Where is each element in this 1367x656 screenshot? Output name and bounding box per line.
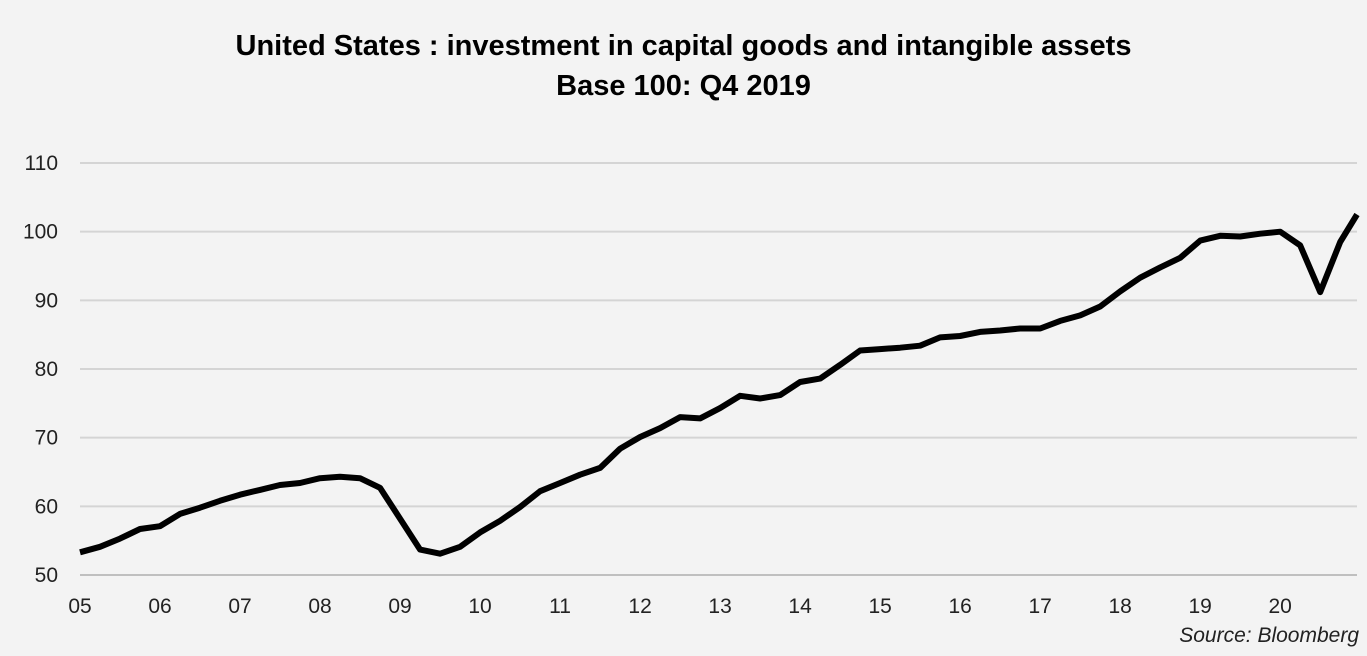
chart-title-block: United States : investment in capital go… xyxy=(0,26,1367,106)
y-axis-ticks: 50 60 70 80 90 100 110 xyxy=(23,152,58,587)
x-tick-label: 10 xyxy=(468,595,491,618)
y-tick-label: 90 xyxy=(35,289,58,312)
series-line-0 xyxy=(79,212,1360,557)
x-tick-label: 13 xyxy=(708,595,731,618)
gridlines xyxy=(80,162,1357,576)
x-tick-label: 14 xyxy=(788,595,812,618)
x-tick-label: 07 xyxy=(228,595,251,618)
x-tick-label: 15 xyxy=(868,595,891,618)
x-tick-label: 08 xyxy=(308,595,331,618)
y-tick-label: 50 xyxy=(35,564,58,587)
x-tick-label: 05 xyxy=(68,595,91,618)
y-tick-label: 60 xyxy=(35,495,58,518)
x-tick-label: 06 xyxy=(148,595,171,618)
x-tick-label: 16 xyxy=(948,595,971,618)
x-tick-label: 11 xyxy=(549,595,571,618)
y-tick-label: 110 xyxy=(25,152,58,175)
y-tick-label: 80 xyxy=(35,358,58,381)
x-tick-label: 12 xyxy=(628,595,651,618)
x-tick-label: 20 xyxy=(1269,595,1292,618)
y-tick-label: 100 xyxy=(23,221,58,244)
series-group xyxy=(79,212,1360,557)
x-tick-label: 17 xyxy=(1028,595,1051,618)
x-tick-label: 09 xyxy=(388,595,411,618)
x-tick-label: 19 xyxy=(1188,595,1211,618)
chart-title: United States : investment in capital go… xyxy=(235,30,1132,62)
x-axis-ticks: 05 06 07 08 09 10 11 12 13 14 15 16 17 18 19 20 xyxy=(68,595,1292,618)
source-note: Source: Bloomberg xyxy=(1179,624,1359,647)
x-tick-label: 18 xyxy=(1108,595,1131,618)
y-tick-label: 70 xyxy=(35,427,58,450)
chart-subtitle: Base 100: Q4 2019 xyxy=(556,70,811,102)
